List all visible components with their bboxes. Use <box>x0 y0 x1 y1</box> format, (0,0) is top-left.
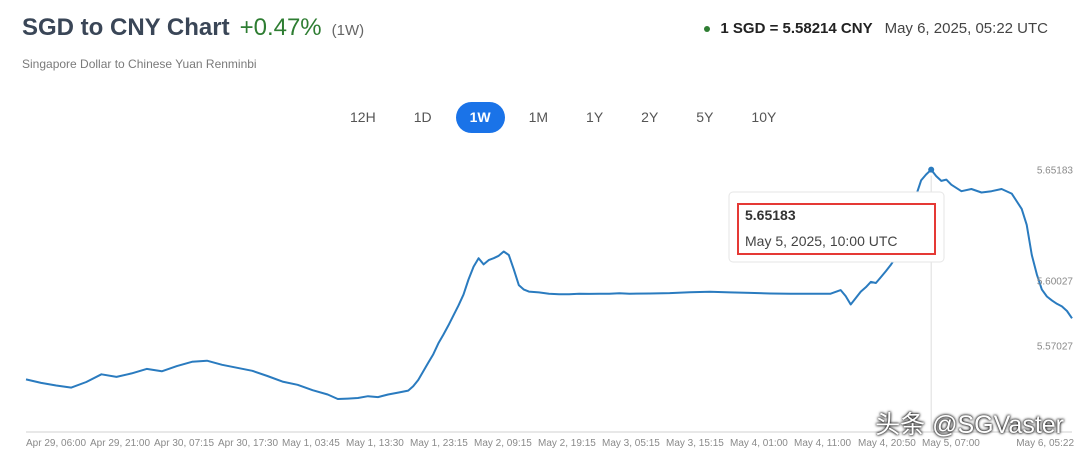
rate-value: 1 SGD = 5.58214 CNY <box>720 20 873 37</box>
tab-1m[interactable]: 1M <box>528 109 549 125</box>
rate-timestamp: May 6, 2025, 05:22 UTC <box>884 20 1048 37</box>
y-tick-label: 5.60027 <box>1037 277 1074 288</box>
x-tick-label: May 2, 09:15 <box>474 438 532 449</box>
x-tick-label: May 4, 11:00 <box>794 438 852 449</box>
x-tick-label: May 1, 23:15 <box>410 438 468 449</box>
x-tick-label: May 1, 03:45 <box>282 438 340 449</box>
page-subtitle: Singapore Dollar to Chinese Yuan Renminb… <box>22 57 257 71</box>
tooltip-value: 5.65183 <box>745 207 796 223</box>
title-row: SGD to CNY Chart +0.47% (1W) <box>22 14 364 42</box>
live-dot-icon <box>704 25 711 32</box>
tab-1d[interactable]: 1D <box>413 109 432 125</box>
x-tick-label: May 3, 05:15 <box>602 438 660 449</box>
tab-12h[interactable]: 12H <box>350 109 376 125</box>
series-line <box>25 168 1073 400</box>
x-tick-label: May 4, 01:00 <box>730 438 788 449</box>
tab-1w[interactable]: 1W <box>455 102 505 133</box>
x-tick-label: Apr 29, 06:00 <box>26 438 86 449</box>
tab-1y[interactable]: 1Y <box>586 109 604 125</box>
y-tick-label: 5.65183 <box>1037 166 1074 177</box>
tooltip: 5.65183 May 5, 2025, 10:00 UTC <box>728 191 945 263</box>
change-period: (1W) <box>331 22 365 39</box>
tooltip-highlight-box <box>737 203 936 255</box>
peak-point <box>928 166 935 173</box>
page-title: SGD to CNY Chart <box>22 14 230 41</box>
x-tick-label: Apr 29, 21:00 <box>90 438 150 449</box>
x-tick-label: May 3, 15:15 <box>666 438 724 449</box>
current-rate: 1 SGD = 5.58214 CNY May 6, 2025, 05:22 U… <box>704 20 1048 37</box>
tab-2y[interactable]: 2Y <box>641 109 659 125</box>
tab-5y[interactable]: 5Y <box>696 109 714 125</box>
timeframe-tabs: 12H 1D 1W 1M 1Y 2Y 5Y 10Y <box>336 102 800 133</box>
tooltip-time: May 5, 2025, 10:00 UTC <box>745 233 898 249</box>
x-tick-label: Apr 30, 17:30 <box>218 438 278 449</box>
change-percent: +0.47% <box>239 14 322 41</box>
tab-10y[interactable]: 10Y <box>751 109 777 125</box>
x-tick-label: Apr 30, 07:15 <box>154 438 214 449</box>
y-tick-label: 5.57027 <box>1037 341 1074 352</box>
watermark: 头条 @SGVaster <box>875 411 1064 439</box>
x-tick-label: May 1, 13:30 <box>346 438 404 449</box>
tooltip-background <box>728 191 945 263</box>
x-tick-label: May 2, 19:15 <box>538 438 596 449</box>
